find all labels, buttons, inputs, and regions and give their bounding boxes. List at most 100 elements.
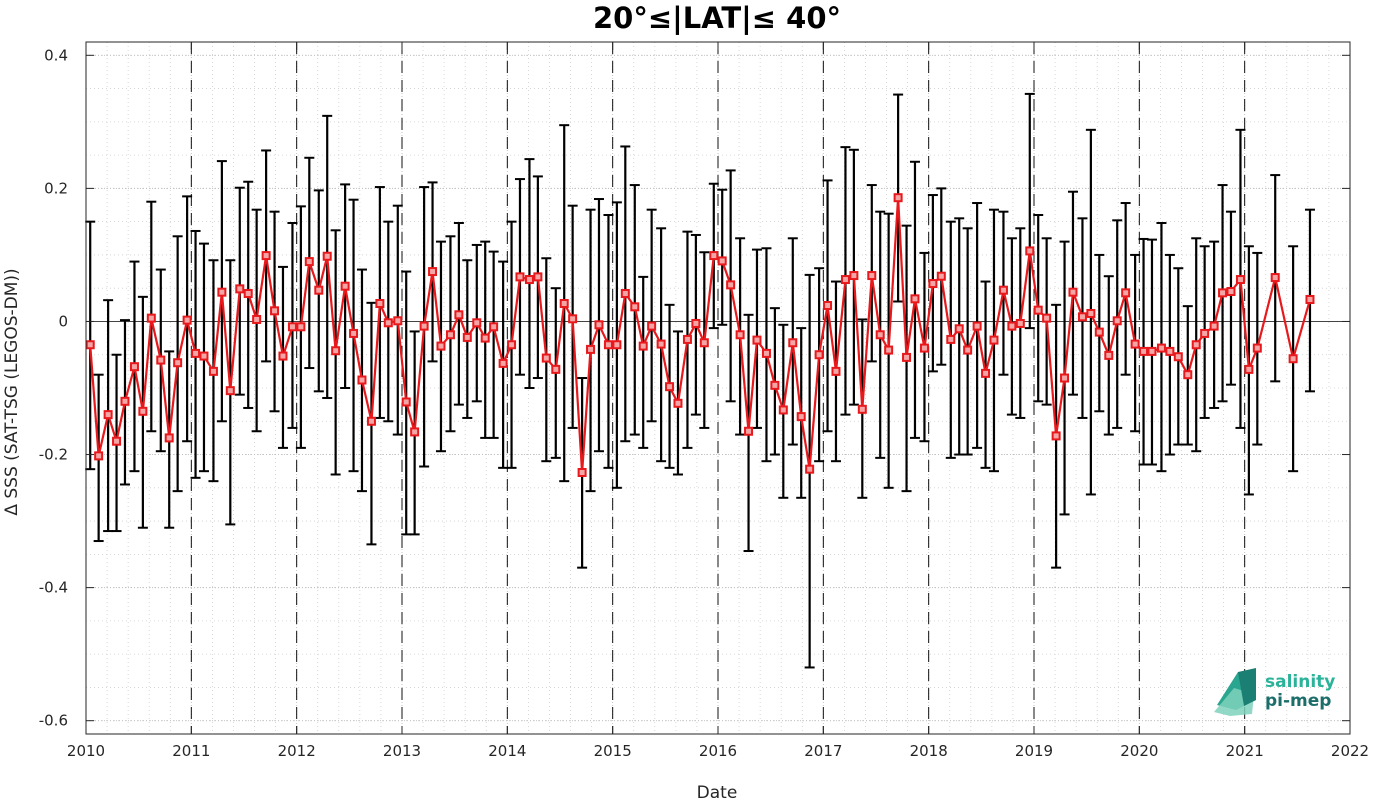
data-point-marker [972, 321, 982, 331]
data-point-marker [814, 350, 824, 360]
data-point-marker [603, 340, 613, 350]
data-point-marker [454, 310, 464, 320]
data-point-marker [1033, 305, 1043, 315]
data-point-marker [1015, 318, 1025, 328]
data-point-marker [304, 257, 314, 267]
y-tick-label: 0 [58, 312, 68, 330]
x-tick-label: 2010 [67, 742, 105, 760]
data-point-marker [217, 287, 227, 297]
data-point-marker [963, 345, 973, 355]
series-markers [85, 193, 1315, 478]
data-point-marker [541, 353, 551, 363]
data-point-marker [656, 339, 666, 349]
data-point-marker [225, 386, 235, 396]
x-tick-label: 2022 [1331, 742, 1369, 760]
data-point-marker [507, 340, 517, 350]
data-point-marker [296, 322, 306, 332]
x-tick-label: 2013 [383, 742, 421, 760]
grid-minor [86, 42, 1350, 734]
data-point-marker [551, 364, 561, 374]
data-point-marker [515, 272, 525, 282]
data-point-marker [1042, 313, 1052, 323]
data-point-marker [1121, 288, 1131, 298]
data-point-marker [410, 427, 420, 437]
data-point-marker [1025, 246, 1035, 256]
y-tick-label: -0.4 [39, 579, 68, 597]
data-point-marker [1068, 287, 1078, 297]
data-point-marker [902, 352, 912, 362]
data-point-marker [620, 289, 630, 299]
data-point-marker [462, 332, 472, 342]
data-point-marker [1191, 340, 1201, 350]
data-point-marker [1086, 308, 1096, 318]
data-point-marker [1094, 327, 1104, 337]
data-point-marker [261, 251, 271, 261]
data-point-marker [682, 334, 692, 344]
data-point-marker [401, 397, 411, 407]
data-point-marker [156, 355, 166, 365]
data-point-marker [1060, 373, 1070, 383]
data-point-marker [884, 345, 894, 355]
data-point-marker [849, 271, 859, 281]
data-point-marker [770, 380, 780, 390]
data-point-marker [954, 324, 964, 334]
data-point-marker [112, 436, 122, 446]
data-point-marker [805, 464, 815, 474]
data-point-marker [577, 468, 587, 478]
data-point-marker [1147, 346, 1157, 356]
data-point-marker [278, 351, 288, 361]
data-point-marker [366, 416, 376, 426]
data-point-marker [235, 284, 245, 294]
y-tick-label: -0.6 [39, 712, 68, 730]
data-point-marker [936, 271, 946, 281]
data-point-marker [761, 348, 771, 358]
data-point-marker [673, 398, 683, 408]
chart-title: 20°≤|LAT|≤ 40° [593, 1, 841, 35]
data-point-marker [1139, 346, 1149, 356]
data-point-marker [709, 251, 719, 261]
data-point-marker [559, 298, 569, 308]
data-point-marker [893, 193, 903, 203]
data-point-marker [910, 294, 920, 304]
data-point-marker [840, 275, 850, 285]
data-point-marker [208, 366, 218, 376]
data-point-marker [428, 267, 438, 277]
data-point-marker [85, 340, 95, 350]
data-point-marker [199, 351, 209, 361]
data-point-marker [1288, 354, 1298, 364]
data-point-marker [594, 320, 604, 330]
data-point-marker [1252, 343, 1262, 353]
data-point-marker [946, 334, 956, 344]
data-point-marker [375, 298, 385, 308]
data-point-marker [1209, 321, 1219, 331]
data-point-marker [1270, 273, 1280, 283]
data-point-marker [1165, 346, 1175, 356]
data-point-marker [146, 313, 156, 323]
data-point-marker [1051, 431, 1061, 441]
x-tick-label: 2012 [278, 742, 316, 760]
data-point-marker [1200, 328, 1210, 338]
data-point-marker [998, 285, 1008, 295]
data-point-marker [831, 366, 841, 376]
data-point-marker [331, 346, 341, 356]
data-point-marker [164, 433, 174, 443]
data-point-marker [744, 426, 754, 436]
y-tick-label: -0.2 [39, 446, 68, 464]
logo-text-pi-mep: pi-mep [1265, 691, 1331, 711]
series-line [89, 197, 1312, 473]
y-tick-label: 0.2 [44, 179, 68, 197]
data-point-marker [1130, 339, 1140, 349]
x-tick-label: 2016 [699, 742, 737, 760]
data-point-marker [182, 315, 192, 325]
data-point-marker [788, 338, 798, 348]
data-point-marker [778, 405, 788, 415]
data-point-marker [857, 404, 867, 414]
data-point-marker [393, 316, 403, 326]
data-point-marker [524, 275, 534, 285]
data-point-marker [173, 358, 183, 368]
data-point-marker [1112, 316, 1122, 326]
x-tick-label: 2014 [488, 742, 526, 760]
data-point-marker [638, 341, 648, 351]
data-point-marker [823, 300, 833, 310]
